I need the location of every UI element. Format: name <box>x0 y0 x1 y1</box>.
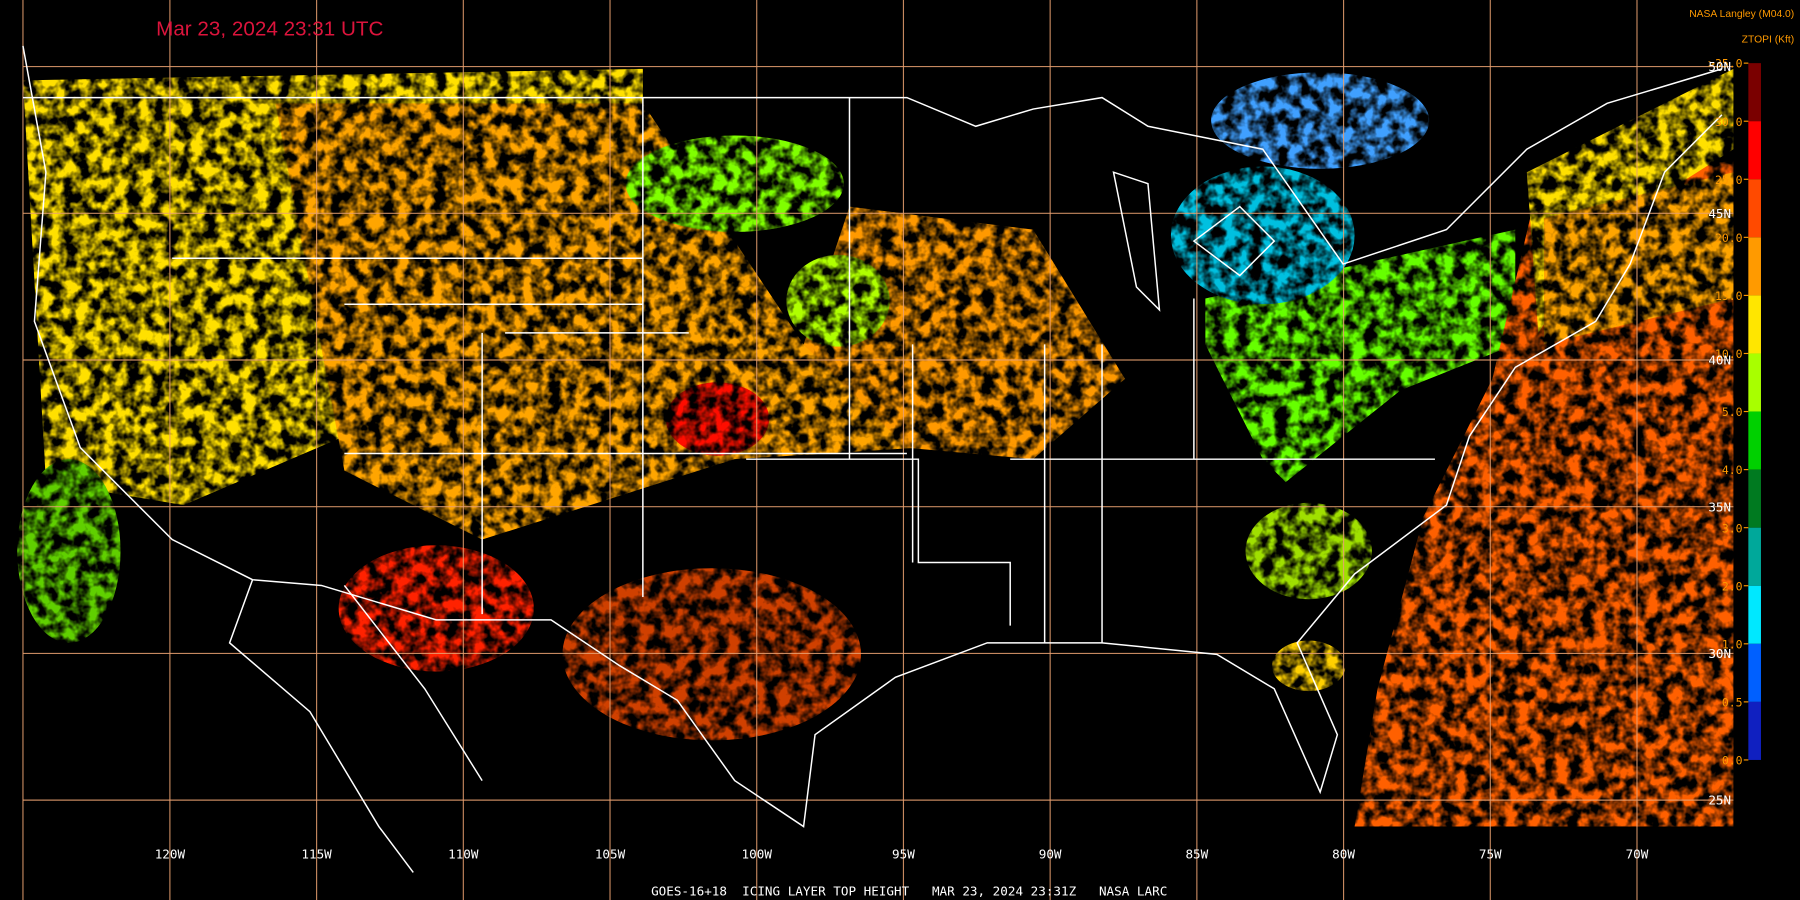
region-yellow <box>1271 640 1346 692</box>
region-orange <box>1544 172 1734 345</box>
legend-label: 30.0 <box>1715 115 1743 129</box>
legend-swatch <box>1748 643 1761 702</box>
latitude-label: 30N <box>1708 646 1731 661</box>
longitude-label: 75W <box>1479 847 1502 862</box>
legend-label: 15.0 <box>1715 289 1743 303</box>
legend-swatch <box>1748 585 1761 644</box>
latitude-label: 35N <box>1708 499 1731 514</box>
longitude-label: 100W <box>742 847 773 862</box>
legend-swatch <box>1748 411 1761 470</box>
longitude-label: 115W <box>301 847 332 862</box>
boundaries <box>22 45 1723 873</box>
latitude-label: 45N <box>1708 206 1731 221</box>
units: ZTOPI (Kft) <box>1742 34 1795 45</box>
legend-swatch <box>1748 179 1761 238</box>
region-orange-red <box>1354 160 1734 827</box>
legend-label: 20.0 <box>1715 231 1743 245</box>
coastline <box>22 45 1723 828</box>
longitude-label: 70W <box>1626 847 1649 862</box>
legend-swatch <box>1748 237 1761 296</box>
legend: >35.0 30.0 25.0 20.0 15.0 10.0 5.0 4.0 3.0 2.0 1.0… <box>1708 57 1761 768</box>
longitude-label: 95W <box>892 847 915 862</box>
longitude-label: 105W <box>595 847 626 862</box>
legend-label: 10.0 <box>1715 347 1743 361</box>
region-green <box>625 135 844 232</box>
legend-swatch <box>1748 295 1761 354</box>
legend-swatch <box>1748 701 1761 760</box>
longitude-label: 90W <box>1039 847 1062 862</box>
legend-label: 1.0 <box>1722 637 1743 651</box>
longitude-label: 85W <box>1185 847 1208 862</box>
region-green <box>17 459 121 643</box>
region-cyan <box>1170 166 1355 305</box>
latitude-label: 25N <box>1708 793 1731 808</box>
coastline <box>228 579 483 873</box>
state-line <box>172 97 1435 643</box>
longitude-label: 110W <box>448 847 479 862</box>
region-green <box>1245 502 1372 600</box>
legend-label: 4.0 <box>1722 463 1743 477</box>
cloud-layer <box>17 68 1734 827</box>
legend-swatch <box>1748 469 1761 528</box>
graticule <box>22 0 1734 900</box>
legend-label: 0.0 <box>1722 754 1743 768</box>
legend-label: 25.0 <box>1715 173 1743 187</box>
region-dark-orange <box>562 568 861 741</box>
region-red <box>338 545 534 672</box>
latitude-label: 50N <box>1708 59 1731 74</box>
legend-label: 5.0 <box>1722 405 1743 419</box>
legend-swatch <box>1748 121 1761 180</box>
footer: GOES-16+18 ICING LAYER TOP HEIGHT MAR 23… <box>651 883 1167 898</box>
legend-swatch <box>1748 527 1761 586</box>
legend-label: 0.5 <box>1722 695 1743 709</box>
timestamp: Mar 23, 2024 23:31 UTC <box>156 18 383 41</box>
border-line <box>22 68 1723 265</box>
latitude-label: 40N <box>1708 353 1731 368</box>
longitude-label: 80W <box>1332 847 1355 862</box>
region-blue <box>1211 72 1430 169</box>
legend-swatch <box>1748 63 1761 122</box>
legend-label: >35.0 <box>1708 57 1743 71</box>
source: NASA Langley (M04.0) <box>1689 9 1794 20</box>
lake-outline <box>1112 171 1276 312</box>
region-red <box>665 382 770 456</box>
legend-label: 2.0 <box>1722 579 1743 593</box>
region-green <box>786 254 890 347</box>
legend-swatch <box>1748 353 1761 412</box>
longitude-label: 120W <box>155 847 186 862</box>
legend-label: 3.0 <box>1722 521 1743 535</box>
